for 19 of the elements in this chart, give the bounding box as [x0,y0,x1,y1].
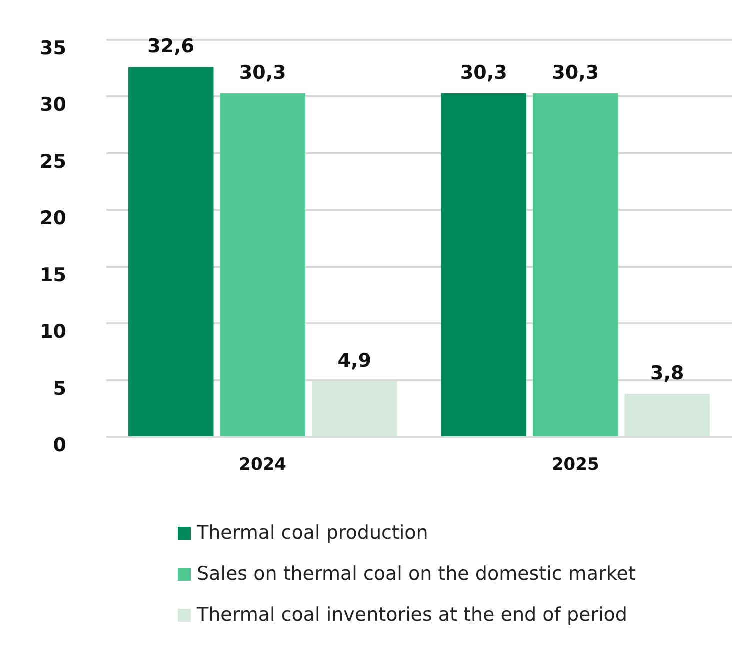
y-tick-label: 15 [40,264,66,286]
data-label: 32,6 [148,36,195,58]
y-tick-label: 30 [40,94,66,116]
x-tick-label: 2025 [552,454,600,475]
legend-label: Sales on thermal coal on the domestic market [197,563,636,585]
y-tick-label: 35 [40,37,66,60]
data-label: 3,8 [650,362,684,385]
data-label: 30,3 [239,62,286,84]
legend-label: Thermal coal production [197,522,428,544]
data-label: 4,9 [338,350,372,372]
data-label: 30,3 [552,62,600,84]
x-tick-label: 2024 [239,454,287,475]
legend-label: Thermal coal inventories at the end of period [197,604,628,626]
y-tick-label: 0 [53,434,66,457]
y-tick-label: 25 [40,150,66,173]
y-tick-label: 20 [40,208,66,230]
y-tick-label: 5 [53,378,66,400]
y-tick-label: 10 [40,321,66,344]
data-label: 30,3 [460,62,508,84]
